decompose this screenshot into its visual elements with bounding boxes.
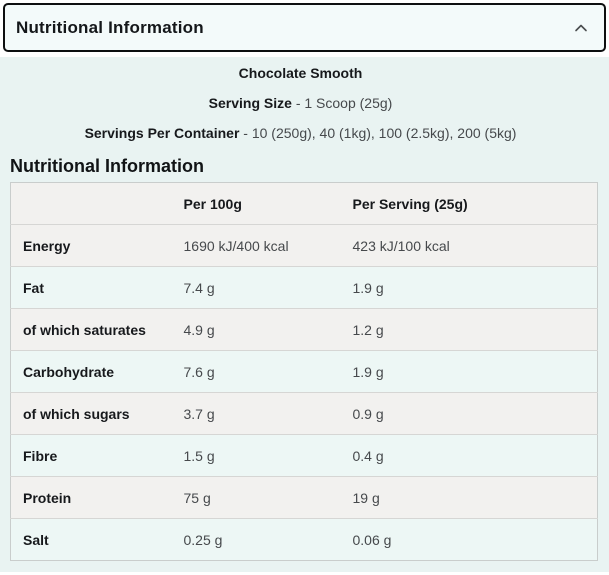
- nutrition-table-heading: Nutritional Information: [10, 156, 204, 176]
- flavour-name: Chocolate Smooth: [238, 65, 363, 81]
- row-per-serving: 1.9 g: [340, 350, 598, 393]
- row-per-serving: 1.9 g: [340, 266, 598, 309]
- nutritional-information-panel: Chocolate Smooth Serving Size - 1 Scoop …: [0, 57, 609, 572]
- row-per-serving: 19 g: [340, 476, 598, 519]
- row-label: of which saturates: [10, 308, 172, 351]
- row-per-100g: 1690 kJ/400 kcal: [171, 224, 341, 267]
- row-per-serving: 1.2 g: [340, 308, 598, 351]
- row-per-100g: 75 g: [171, 476, 341, 519]
- serving-size-label: Serving Size: [208, 95, 292, 111]
- table-row-carbohydrate: Carbohydrate 7.6 g 1.9 g: [10, 350, 598, 393]
- row-label: Energy: [10, 224, 172, 267]
- row-per-100g: 3.7 g: [171, 392, 341, 435]
- row-label: of which sugars: [10, 392, 172, 435]
- table-row-energy: Energy 1690 kJ/400 kcal 423 kJ/100 kcal: [10, 224, 598, 267]
- col-header-per-serving: Per Serving (25g): [340, 182, 598, 225]
- nutrition-table: Per 100g Per Serving (25g) Energy 1690 k…: [10, 182, 598, 561]
- table-row-salt: Salt 0.25 g 0.06 g: [10, 518, 598, 561]
- col-header-per-100g: Per 100g: [171, 182, 341, 225]
- table-row-sugars: of which sugars 3.7 g 0.9 g: [10, 392, 598, 435]
- row-label: Carbohydrate: [10, 350, 172, 393]
- row-per-serving: 0.06 g: [340, 518, 598, 561]
- row-per-100g: 1.5 g: [171, 434, 341, 477]
- row-per-100g: 4.9 g: [171, 308, 341, 351]
- table-row-fibre: Fibre 1.5 g 0.4 g: [10, 434, 598, 477]
- row-label: Fibre: [10, 434, 172, 477]
- row-per-serving: 0.4 g: [340, 434, 598, 477]
- row-per-serving: 0.9 g: [340, 392, 598, 435]
- table-header-row: Per 100g Per Serving (25g): [10, 182, 598, 225]
- row-per-serving: 423 kJ/100 kcal: [340, 224, 598, 267]
- serving-size-value: - 1 Scoop (25g): [295, 95, 393, 111]
- serving-size-line: Serving Size - 1 Scoop (25g): [0, 96, 601, 110]
- col-header-nutrient: [10, 182, 172, 225]
- row-per-100g: 0.25 g: [171, 518, 341, 561]
- row-label: Fat: [10, 266, 172, 309]
- accordion-title: Nutritional Information: [16, 17, 204, 37]
- servings-per-container-label: Servings Per Container: [84, 125, 240, 141]
- serving-summary: Chocolate Smooth Serving Size - 1 Scoop …: [0, 66, 609, 140]
- table-row-protein: Protein 75 g 19 g: [10, 476, 598, 519]
- row-label: Salt: [10, 518, 172, 561]
- chevron-up-icon: [574, 23, 588, 32]
- servings-per-container-value: - 10 (250g), 40 (1kg), 100 (2.5kg), 200 …: [243, 125, 517, 141]
- row-per-100g: 7.4 g: [171, 266, 341, 309]
- table-row-fat: Fat 7.4 g 1.9 g: [10, 266, 598, 309]
- servings-per-container-line: Servings Per Container - 10 (250g), 40 (…: [0, 126, 601, 140]
- nutritional-information-accordion-header[interactable]: Nutritional Information: [3, 3, 606, 52]
- table-row-saturates: of which saturates 4.9 g 1.2 g: [10, 308, 598, 351]
- row-per-100g: 7.6 g: [171, 350, 341, 393]
- row-label: Protein: [10, 476, 172, 519]
